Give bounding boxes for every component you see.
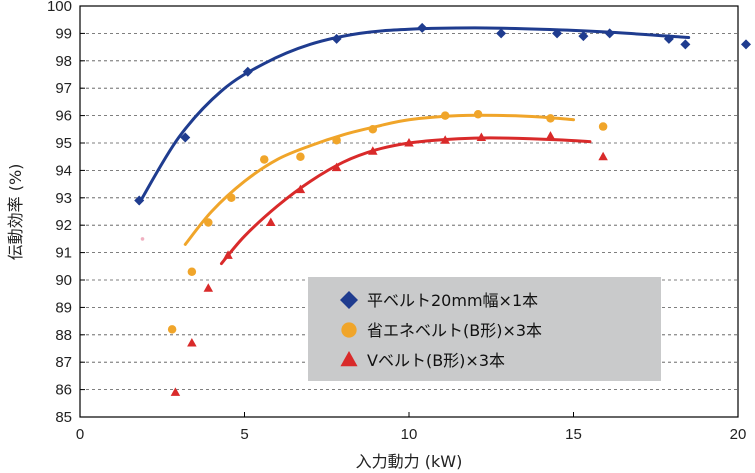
data-point-series-1	[552, 28, 563, 39]
fit-curves	[137, 26, 691, 266]
legend-marker-3	[340, 351, 358, 367]
legend-label-2: 省エネベルト(B形)×3本	[367, 321, 542, 340]
data-point-series-2	[440, 111, 450, 120]
y-tick-label: 91	[55, 245, 72, 262]
legend-label-1: 平ベルト20mm幅×1本	[367, 291, 538, 310]
tick-labels: 85 86 87 88 89 90 91 92 93 94 95 96 97 98 99 100 0 5 10 15 2…	[47, 0, 746, 443]
data-point-series-1	[417, 22, 428, 33]
x-tick-label: 15	[565, 426, 582, 443]
data-point-series-1	[496, 28, 507, 39]
data-point-series-2	[259, 155, 269, 164]
data-point-series-3	[170, 387, 181, 396]
y-tick-label: 86	[55, 382, 72, 399]
data-point-series-2	[227, 193, 236, 203]
data-point-series-3	[331, 162, 342, 172]
data-point-series-3	[440, 135, 450, 144]
data-point-series-2	[167, 325, 177, 334]
data-point-series-3	[404, 138, 414, 147]
data-point-series-3	[187, 338, 197, 347]
stray-point	[140, 237, 145, 241]
data-point-series-3	[266, 217, 276, 226]
y-tick-label: 93	[55, 190, 72, 207]
data-point-series-3	[203, 283, 214, 292]
data-point-series-1	[741, 39, 751, 50]
data-markers	[134, 22, 751, 396]
data-point-series-3	[545, 131, 556, 140]
fit-curve-1	[137, 26, 691, 205]
data-point-series-1	[134, 195, 145, 206]
data-point-series-1	[242, 66, 253, 77]
x-tick-label: 20	[730, 426, 747, 443]
legend-marker-2	[341, 322, 357, 338]
x-tick-label: 0	[76, 426, 84, 443]
data-point-series-3	[368, 146, 378, 155]
data-point-series-2	[368, 125, 378, 134]
data-point-series-1	[680, 39, 691, 50]
y-tick-label: 97	[55, 80, 72, 97]
legend-box	[308, 277, 661, 381]
x-tick-label: 5	[240, 426, 248, 443]
y-tick-label: 98	[55, 53, 72, 70]
data-point-series-1	[663, 33, 674, 44]
y-tick-label: 100	[47, 0, 72, 15]
y-tick-label: 85	[55, 409, 72, 426]
y-tick-label: 89	[55, 299, 72, 316]
data-point-series-2	[296, 152, 305, 161]
data-point-series-3	[476, 132, 487, 142]
y-axis-label: 伝動効率 (%)	[6, 164, 25, 261]
legend-label-3: Vベルト(B形)×3本	[367, 351, 505, 370]
data-point-series-1	[578, 31, 589, 42]
x-axis-label: 入力動力 (kW)	[356, 452, 463, 471]
y-tick-label: 90	[55, 272, 72, 289]
data-point-series-2	[546, 114, 555, 123]
legend-marker-1	[340, 291, 358, 309]
y-tick-label: 88	[55, 327, 72, 344]
data-point-series-3	[598, 151, 608, 161]
data-point-series-2	[598, 122, 608, 131]
data-point-series-3	[295, 184, 306, 194]
y-tick-label: 87	[55, 354, 72, 371]
data-point-series-2	[332, 136, 341, 145]
y-tick-label: 99	[55, 25, 72, 42]
data-point-series-2	[204, 218, 213, 227]
data-point-series-1	[180, 132, 191, 143]
y-tick-label: 94	[55, 162, 72, 179]
data-point-series-2	[473, 109, 483, 119]
x-tick-label: 10	[401, 426, 418, 443]
data-point-series-1	[331, 33, 342, 44]
data-point-series-2	[187, 267, 197, 277]
fit-curve-3	[219, 136, 592, 266]
data-point-series-3	[223, 250, 233, 259]
data-point-series-1	[604, 28, 615, 39]
y-tick-label: 92	[55, 217, 72, 234]
fit-curve-2	[183, 113, 575, 246]
y-tick-label: 95	[55, 135, 72, 152]
y-tick-label: 96	[55, 108, 72, 125]
